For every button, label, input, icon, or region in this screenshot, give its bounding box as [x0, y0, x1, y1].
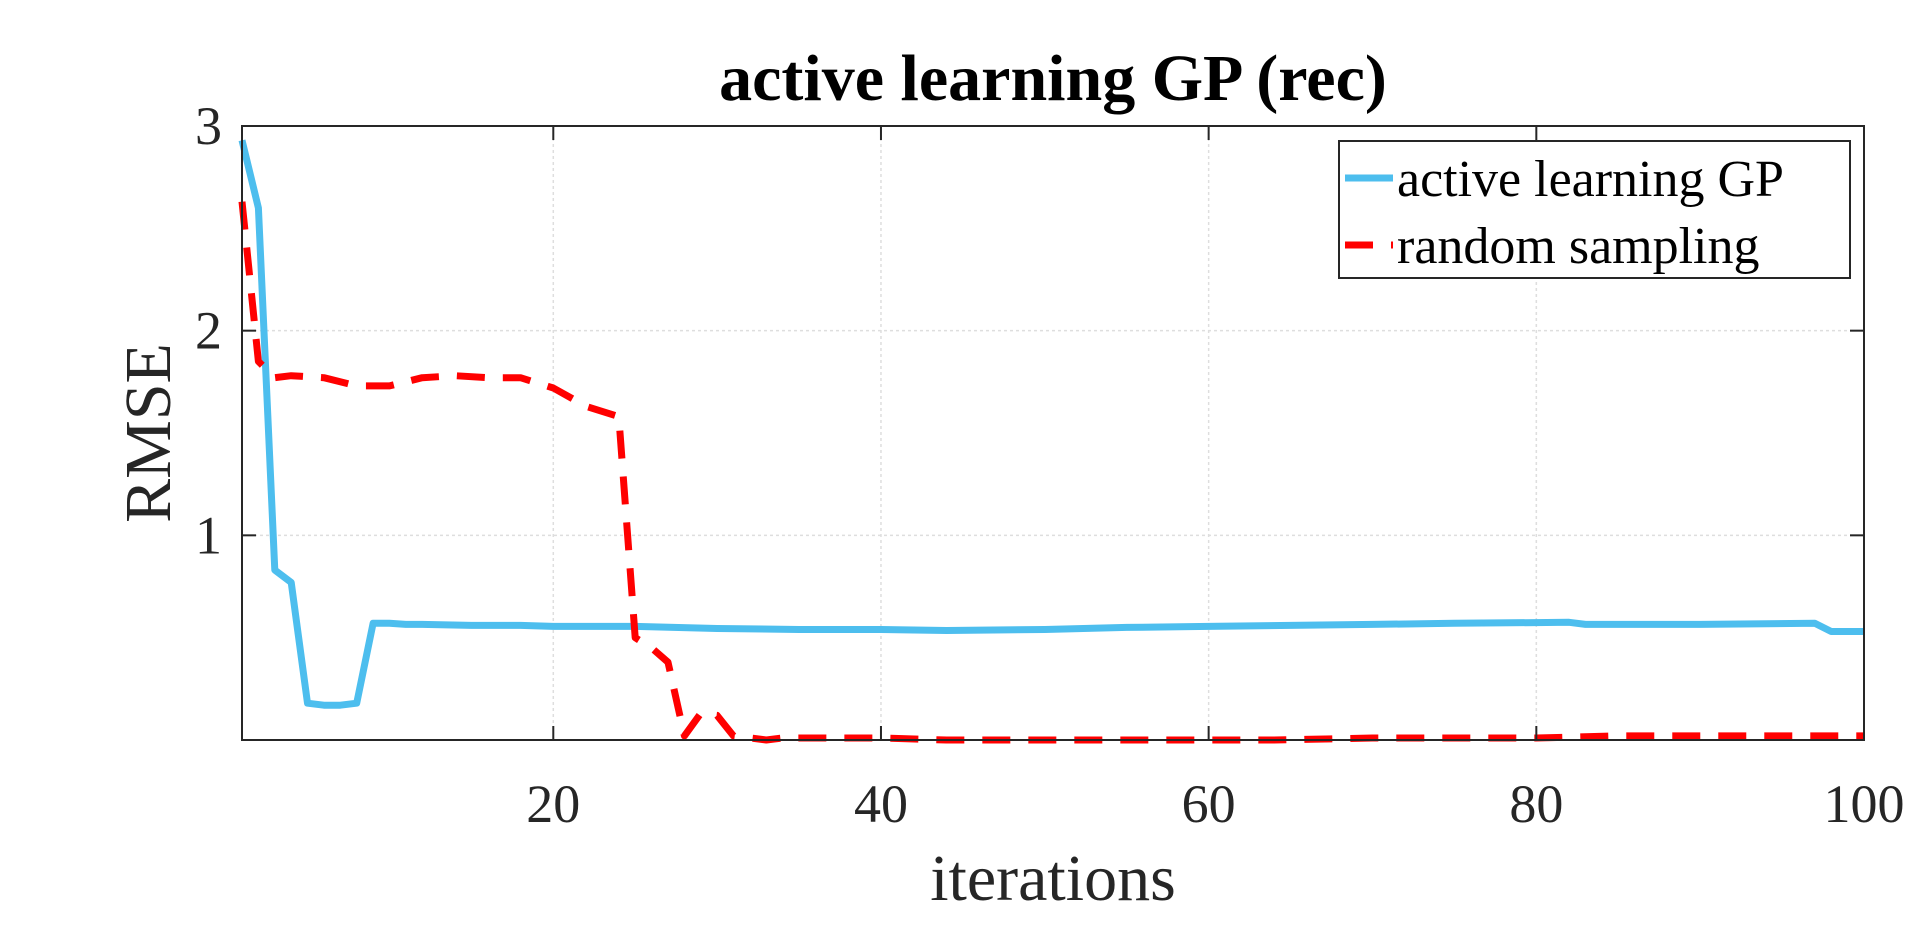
- y-axis-label: RMSE: [112, 343, 185, 523]
- plot-frame: [241, 125, 1865, 741]
- x-tick-label: 20: [526, 774, 580, 834]
- series-line-random-sampling: [238, 201, 1864, 744]
- legend: active learning GP random sampling: [1338, 140, 1851, 279]
- x-tick-label: 40: [854, 774, 908, 834]
- legend-label-active-learning-gp: active learning GP: [1397, 151, 1784, 208]
- chart-title: active learning GP (rec): [719, 42, 1387, 115]
- x-tick-label: 60: [1182, 774, 1236, 834]
- legend-box: [1338, 140, 1851, 279]
- axis-ticks: 20 40 60 80 100 1 2 3: [195, 96, 1905, 834]
- series-line-active-learning-gp: [238, 139, 1864, 709]
- y-tick-label: 1: [195, 505, 222, 565]
- y-tick-label: 2: [195, 301, 222, 361]
- x-tick-label: 80: [1509, 774, 1563, 834]
- legend-label-random-sampling: random sampling: [1397, 218, 1760, 275]
- x-tick-label: 100: [1824, 774, 1905, 834]
- y-tick-label: 3: [195, 96, 222, 156]
- x-axis-label: iterations: [930, 842, 1176, 915]
